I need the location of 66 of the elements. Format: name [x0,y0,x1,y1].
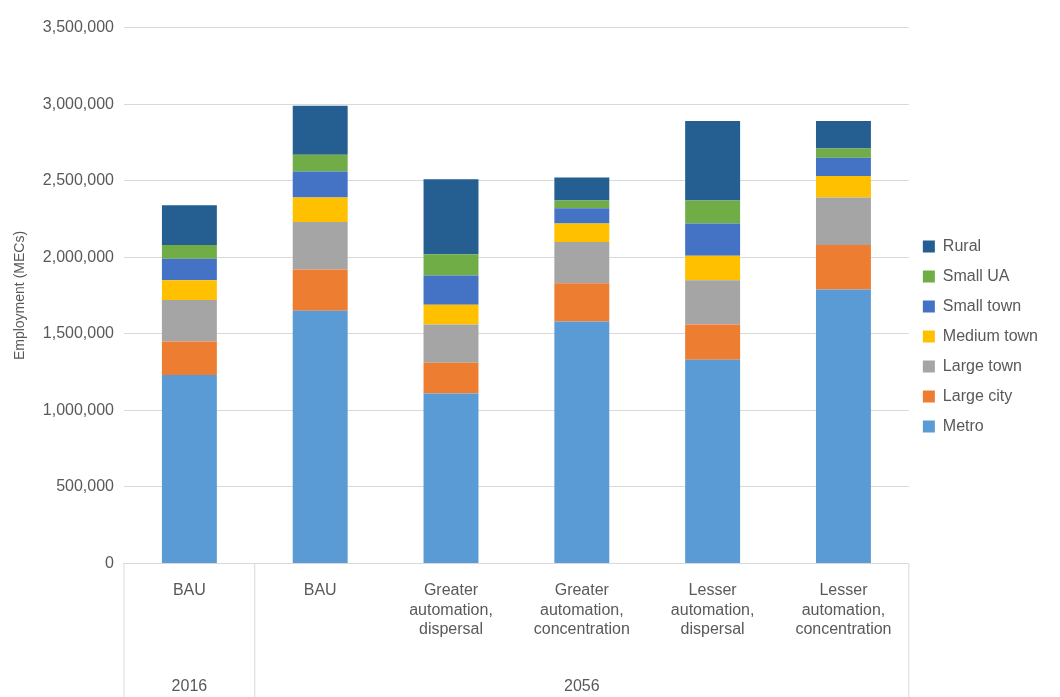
bar [292,105,348,155]
bar [554,241,610,284]
y-tick-label: 500,000 [56,477,115,495]
bar [423,362,479,394]
legend-label: Rural [942,236,982,254]
legend-label: Metro [942,416,984,434]
x-tick-label: BAU [172,581,206,599]
bar [161,244,217,259]
legend-label: Large town [942,356,1023,374]
bar [815,120,871,149]
bar [685,255,741,281]
legend-label: Small town [942,296,1022,314]
bar [292,197,348,223]
y-axis-title: Employment (MECs) [11,230,28,361]
legend-label: Medium town [942,326,1039,344]
bar [423,179,479,255]
bar [815,176,871,198]
legend-label: Large city [942,386,1013,404]
bar [815,157,871,177]
x-tick-label: BAU [303,581,337,599]
bar [161,375,217,563]
bar [292,310,348,563]
bar [292,171,348,198]
text: 2056 [564,677,600,695]
bar [292,269,348,311]
y-tick-label: 1,000,000 [42,400,115,418]
bar [423,254,479,276]
y-tick-label: 1,500,000 [42,324,115,342]
bar [423,324,479,363]
text: 2016 [171,677,208,695]
y-tick-label: 3,500,000 [42,18,115,36]
x-tick-label: Greater automation, concentration [533,581,630,637]
x-tick-label: Lesser automation, concentration [795,581,892,637]
y-tick-label: 2,000,000 [42,247,115,265]
bar [554,200,610,209]
bar [423,393,479,563]
bar [423,304,479,325]
bar [815,244,871,290]
bar [685,280,741,325]
bar [161,205,217,245]
bar [685,324,741,360]
bar [292,222,348,270]
bar [161,280,217,301]
bar [685,223,741,256]
bar [685,200,741,224]
y-tick-label: 3,000,000 [42,94,115,112]
bar [815,289,871,563]
bar [554,283,610,322]
bar [161,341,217,376]
x-tick-label: Lesser automation, dispersal [670,581,755,637]
bar [685,359,741,563]
bar [161,300,217,342]
bar [423,275,479,305]
bar [161,258,217,281]
bar [815,197,871,245]
bar [554,208,610,224]
bar [554,177,610,201]
legend-label: Small UA [942,266,1010,284]
y-tick-label: 2,500,000 [42,171,115,189]
bar [292,154,348,172]
y-tick-label: 0 [105,553,115,571]
bar [815,148,871,158]
bar [554,321,610,563]
x-tick-label: Greater automation, dispersal [409,581,493,637]
bar [685,120,741,201]
bar [554,223,610,242]
